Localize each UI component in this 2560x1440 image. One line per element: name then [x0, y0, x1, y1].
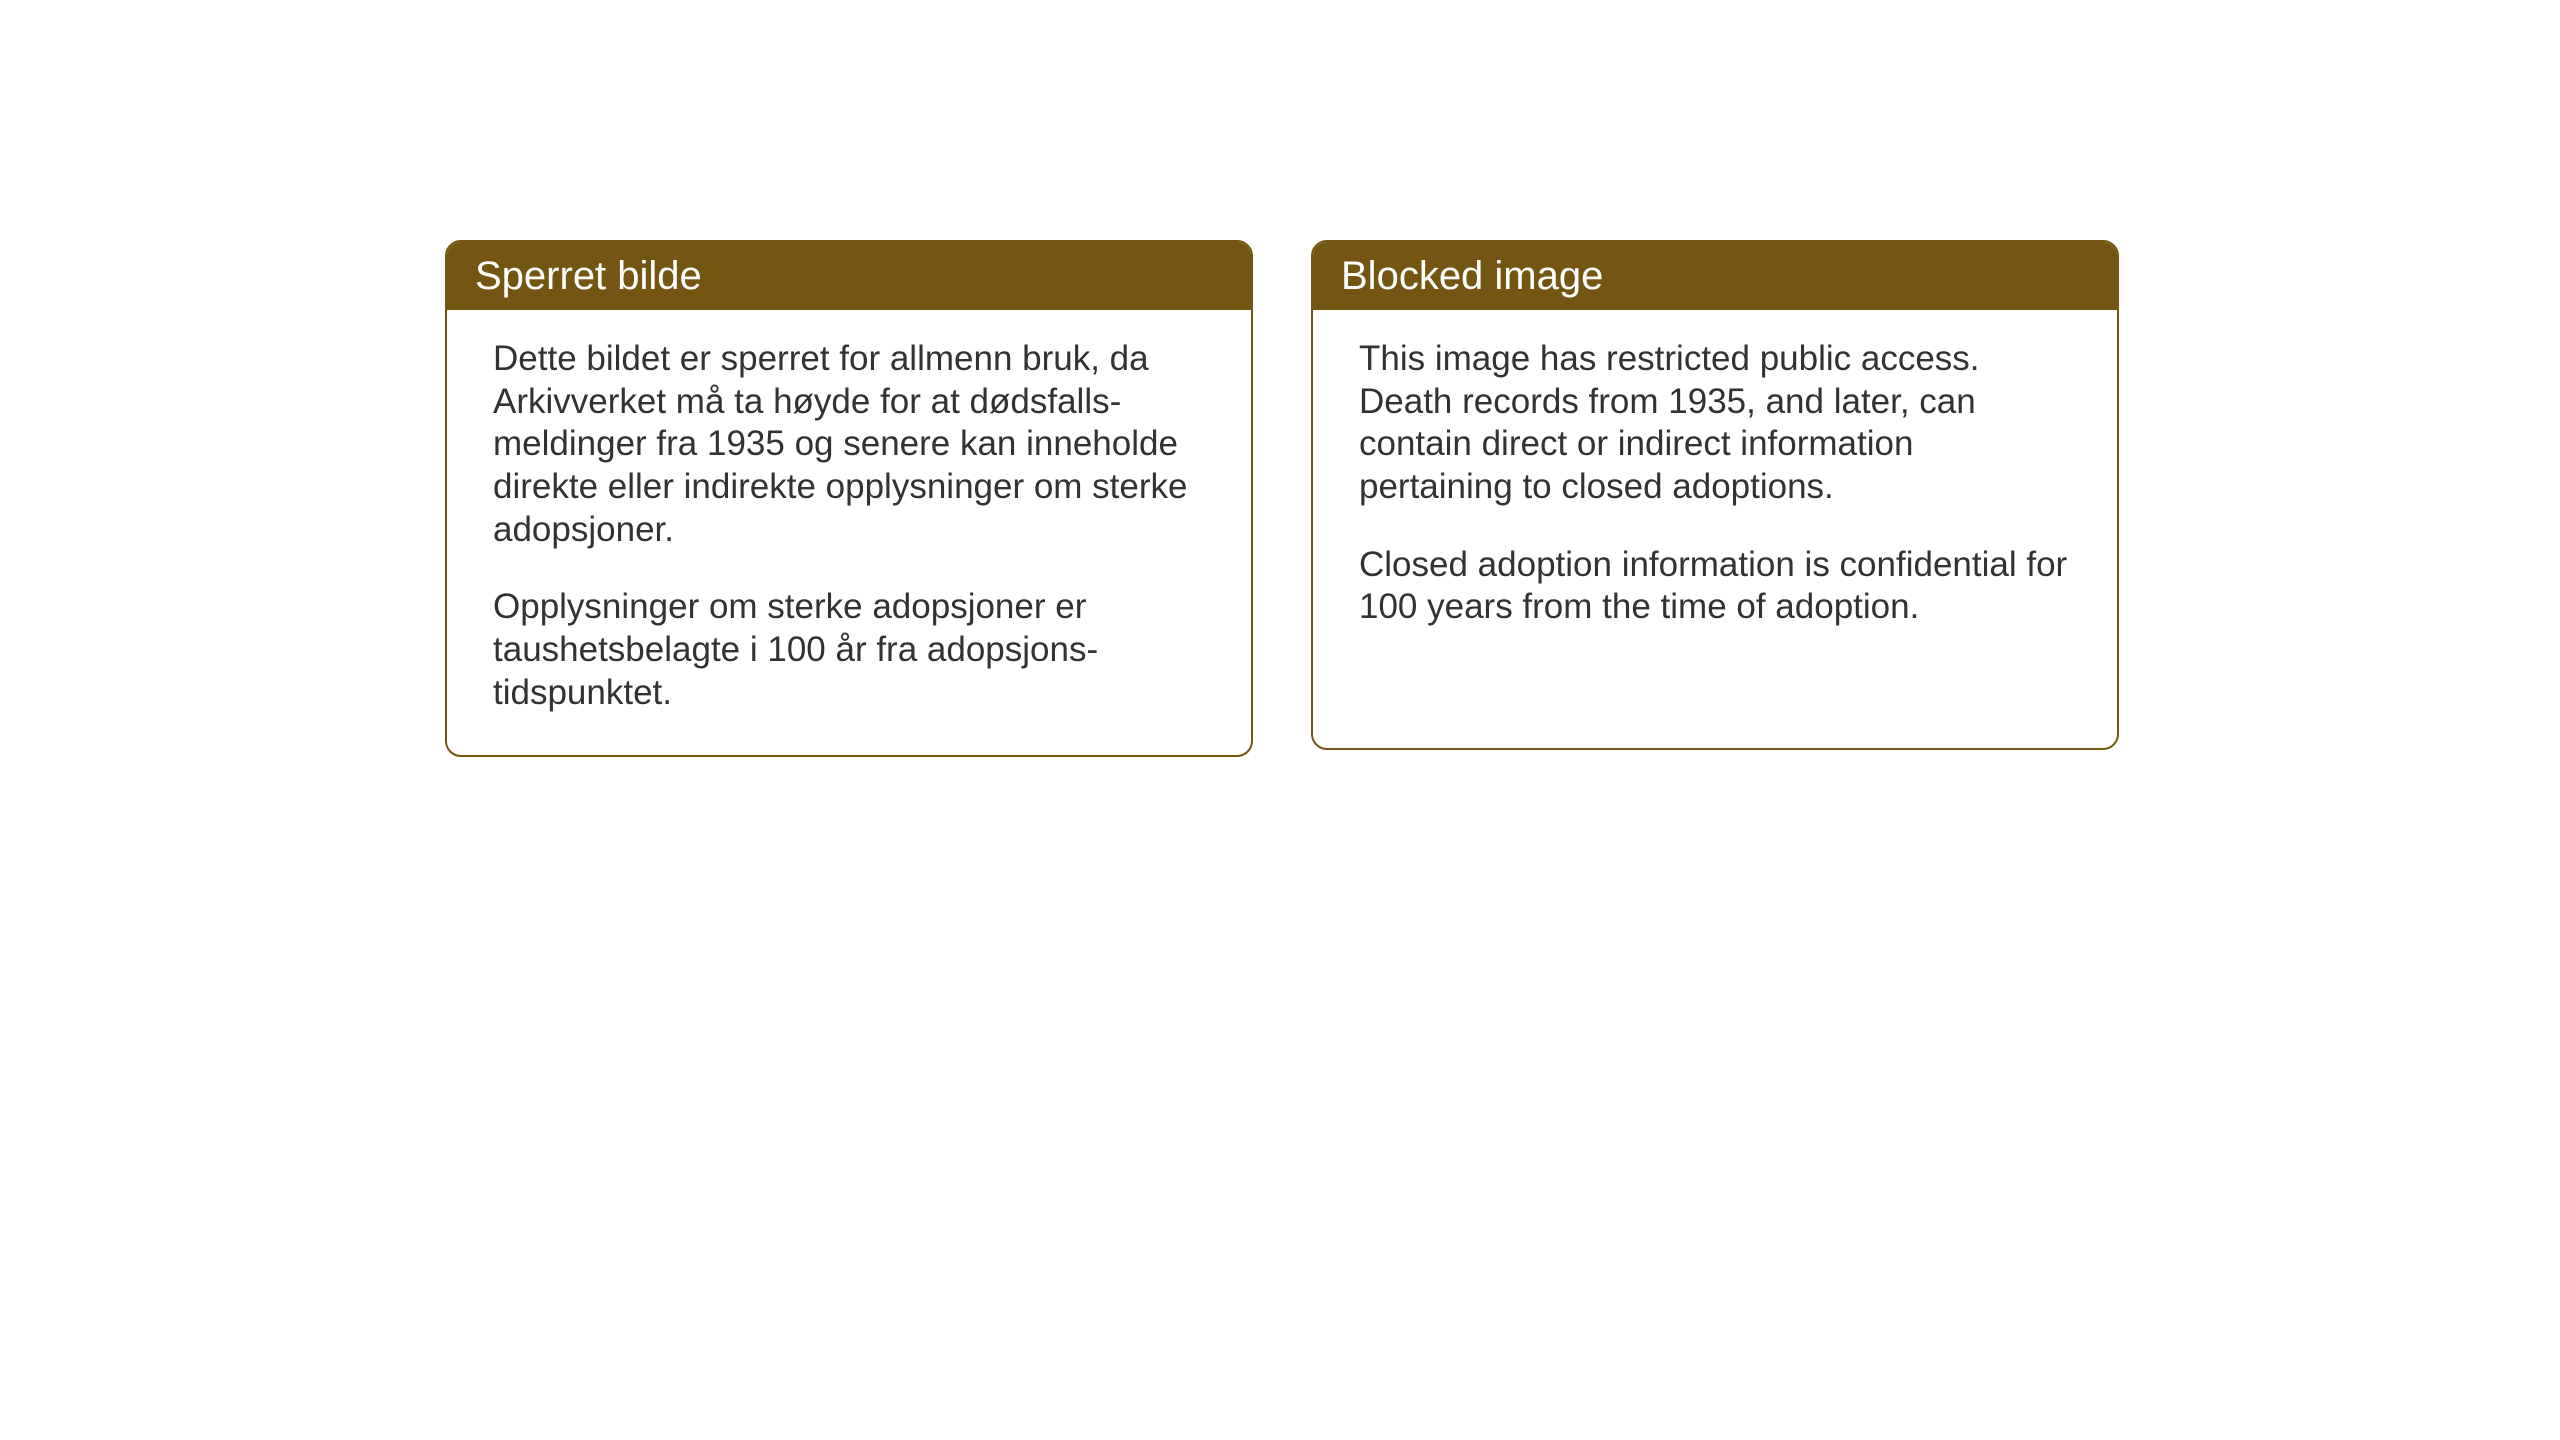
notice-paragraph-1-norwegian: Dette bildet er sperret for allmenn bruk…: [493, 338, 1205, 551]
notice-header-english: Blocked image: [1313, 242, 2117, 310]
notice-title-english: Blocked image: [1341, 254, 1603, 298]
notice-body-norwegian: Dette bildet er sperret for allmenn bruk…: [447, 310, 1251, 755]
notice-paragraph-2-english: Closed adoption information is confident…: [1359, 544, 2071, 629]
notice-body-english: This image has restricted public access.…: [1313, 310, 2117, 689]
notice-paragraph-2-norwegian: Opplysninger om sterke adopsjoner er tau…: [493, 586, 1205, 714]
notice-box-english: Blocked image This image has restricted …: [1311, 240, 2119, 750]
notice-paragraph-1-english: This image has restricted public access.…: [1359, 338, 2071, 509]
notices-container: Sperret bilde Dette bildet er sperret fo…: [445, 240, 2119, 757]
notice-title-norwegian: Sperret bilde: [475, 254, 702, 298]
notice-box-norwegian: Sperret bilde Dette bildet er sperret fo…: [445, 240, 1253, 757]
notice-header-norwegian: Sperret bilde: [447, 242, 1251, 310]
